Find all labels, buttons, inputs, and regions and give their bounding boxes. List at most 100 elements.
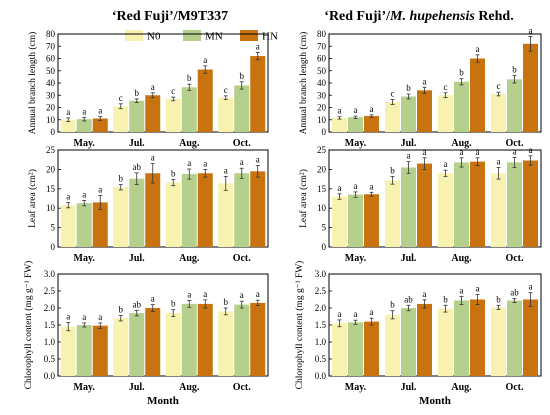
chart-panel-chl-m9t337: 0.0 0.5 1.0 1.5 2.0 2.5 3.0 Chlorophyll content… [23,261,269,393]
y-tick-label: 1.0 [44,337,56,347]
significance-letter: a [256,41,260,51]
chart-panel-chl-hupehensis: 0.0 0.5 1.0 1.5 2.0 2.5 3.0 Chlorophyll content… [294,261,542,393]
x-tick-label: Aug. [451,138,472,149]
bar-HN-May [364,194,379,247]
significance-letter: a [187,290,191,300]
y-tick-label: 1.5 [44,320,56,330]
significance-letter: b [240,71,245,81]
significance-letter: a [476,44,480,54]
significance-letter: a [98,312,102,322]
significance-letter: ab [404,294,413,304]
bar-MN-Aug [454,300,469,376]
significance-letter: a [82,189,86,199]
significance-letter: a [476,147,480,157]
significance-letter: b [224,297,229,307]
column-title-1: ‘Red Fuji’/M9T337 [112,9,228,24]
bar-N0-Aug [165,98,181,132]
bar-MN-Aug [454,162,469,247]
x-tick-label: May. [345,138,367,149]
bar-HN-Jul [417,163,432,247]
bar-MN-Jul [401,167,416,247]
y-axis-label: Annual branch length (cm) [27,32,38,135]
y-axis-label: Chlorophyll content (mg g⁻¹ FW) [23,261,34,390]
bar-N0-Jul [113,318,129,376]
x-axis-label-2: Month [419,395,451,407]
significance-letter: a [256,155,260,165]
bar-N0-Oct [491,173,506,247]
significance-letter: b [187,73,192,83]
x-tick-label: Oct. [505,138,524,149]
bar-HN-Oct [250,171,266,247]
x-tick-label: Oct. [233,253,252,264]
y-tick-label: 30 [46,90,56,100]
significance-letter: a [240,290,244,300]
bar-MN-Jul [129,178,145,247]
bar-N0-Aug [438,308,453,376]
bar-HN-Jul [145,173,161,247]
significance-letter: a [151,82,155,92]
legend-swatch-N0 [125,30,143,41]
bar-MN-May [348,322,363,376]
significance-letter: c [224,85,228,95]
significance-letter: a [338,183,342,193]
y-tick-label: 0.0 [315,371,327,381]
x-tick-label: Aug. [451,253,472,264]
bar-MN-Aug [454,81,469,132]
chart-panel-branch-hupehensis: 0 10 20 30 40 50 60 70 80 Annual branch length (c… [298,25,542,149]
significance-letter: a [423,76,427,86]
bar-MN-Jul [401,308,416,376]
x-tick-label: Aug. [179,253,200,264]
bar-N0-Jul [385,180,400,247]
y-tick-label: 40 [317,78,327,88]
bar-MN-Jul [129,100,145,132]
y-tick-label: 10 [317,115,327,125]
plot-frame [328,149,542,248]
x-tick-label: Aug. [179,138,200,149]
chart-panel-branch-m9t337: 0 10 20 30 40 50 60 70 80 Annual branch length (c… [27,29,269,149]
column-title-part-3: Rehd. [475,9,514,24]
x-tick-label: Oct. [505,253,524,264]
y-tick-label: 15 [46,184,56,194]
bar-HN-Aug [470,161,485,247]
x-tick-label: May. [74,382,96,393]
column-title-part-1: ‘Red Fuji’/ [324,9,391,24]
significance-letter: b [390,165,395,175]
y-axis-label: Leaf area (cm²) [27,169,38,228]
bar-N0-Oct [218,183,234,247]
y-tick-label: 70 [317,41,327,51]
significance-letter: a [529,25,533,35]
bar-MN-Oct [234,85,250,132]
significance-letter: a [187,158,191,168]
y-tick-label: 3.0 [44,269,56,279]
x-tick-label: Jul. [401,138,417,149]
significance-letter: c [444,82,448,92]
bar-N0-May [60,205,76,247]
significance-letter: a [240,157,244,167]
y-tick-label: 25 [46,145,56,155]
x-tick-label: May. [74,138,96,149]
significance-letter: b [459,68,464,78]
y-axis-label: Annual branch length (cm) [298,32,309,135]
bar-MN-May [76,203,92,247]
y-tick-label: 50 [317,66,327,76]
bar-HN-May [92,202,108,247]
y-tick-label: 60 [317,54,327,64]
y-tick-label: 30 [317,90,327,100]
y-tick-label: 0.0 [44,371,56,381]
bar-HN-Oct [523,43,538,132]
bar-MN-Oct [234,173,250,247]
significance-letter: c [171,86,175,96]
bar-N0-May [60,326,76,376]
bar-N0-Jul [385,101,400,132]
column-title-part-2: M. hupehensis [389,9,475,24]
significance-letter: b [406,83,411,93]
x-tick-label: May. [74,253,96,264]
x-tick-label: May. [345,382,367,393]
bar-HN-Oct [250,56,266,132]
y-tick-label: 25 [317,145,327,155]
y-tick-label: 3.0 [315,269,327,279]
x-tick-label: Jul. [401,382,417,393]
